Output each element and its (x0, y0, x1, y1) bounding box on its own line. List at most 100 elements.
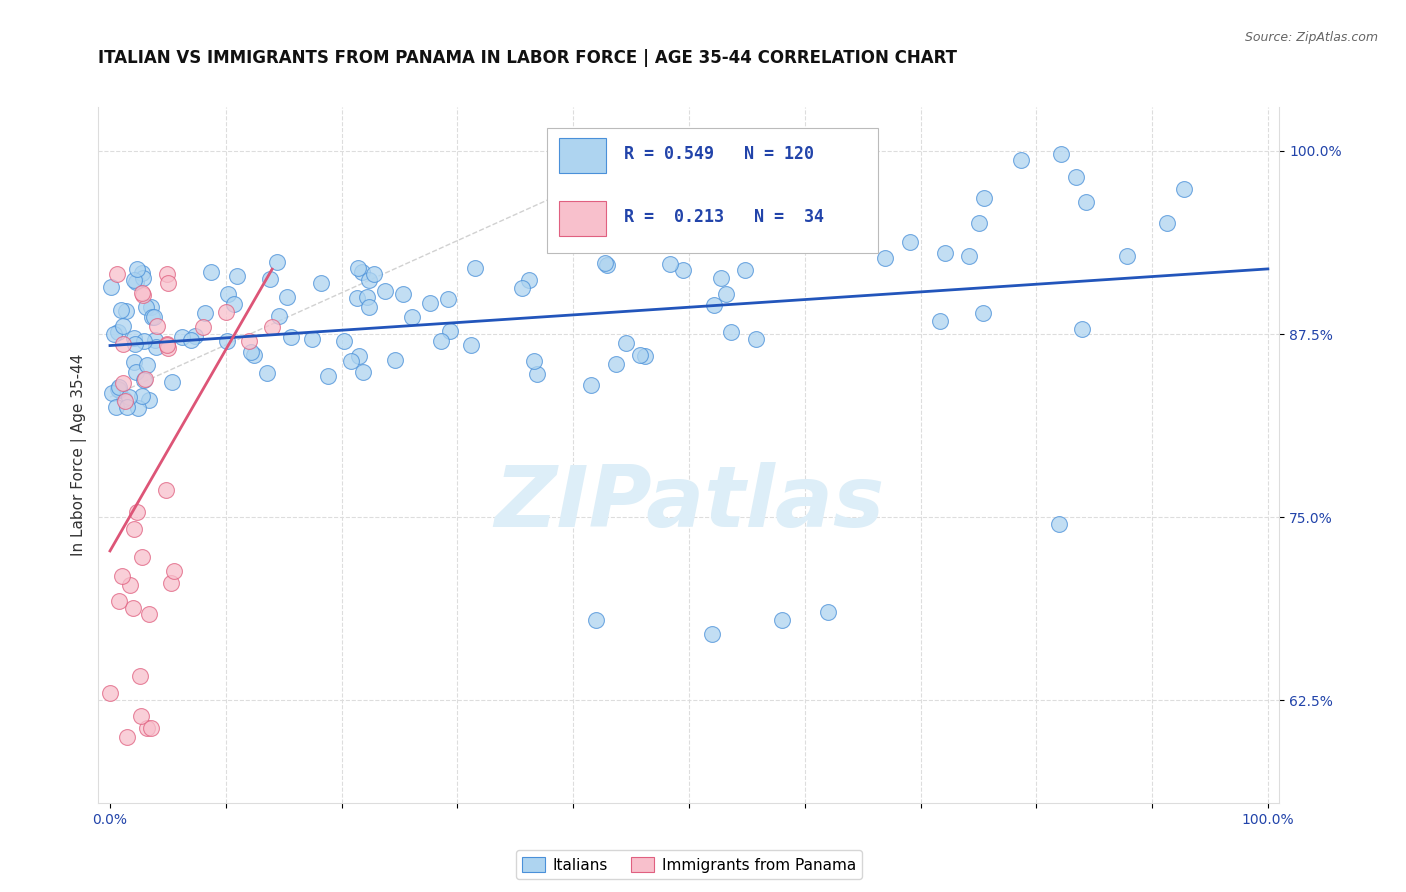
Point (332, 334, 354, 348)
Point (160, 576, 183, 591)
Point (131, 286, 153, 301)
Point (194, 306, 217, 320)
Point (710, 270, 733, 285)
Point (122, 273, 145, 287)
Point (131, 266, 153, 280)
Point (672, 262, 695, 277)
Point (134, 372, 156, 386)
Point (363, 267, 385, 281)
Point (384, 353, 406, 368)
Point (770, 613, 793, 627)
Point (156, 267, 179, 281)
Point (125, 261, 148, 276)
Point (266, 255, 288, 269)
Point (628, 348, 651, 362)
Point (262, 319, 284, 334)
Point (517, 273, 540, 287)
Point (973, 191, 995, 205)
Point (357, 301, 380, 315)
Point (898, 235, 921, 250)
Point (614, 336, 637, 351)
Point (374, 284, 396, 298)
Point (118, 390, 141, 404)
Point (115, 304, 138, 318)
Point (156, 276, 179, 290)
Text: R =  0.213   N =  34: R = 0.213 N = 34 (624, 208, 824, 226)
Point (280, 330, 302, 344)
Point (401, 310, 423, 324)
Point (1010, 153, 1032, 167)
Point (103, 327, 125, 342)
Point (131, 389, 153, 403)
Point (419, 296, 441, 310)
Text: R = 0.549   N = 120: R = 0.549 N = 120 (624, 145, 814, 163)
Point (352, 365, 374, 379)
Point (659, 257, 682, 271)
Point (738, 204, 761, 219)
Point (215, 305, 238, 319)
Point (526, 367, 548, 381)
Point (437, 292, 460, 306)
Point (259, 272, 281, 286)
Point (110, 302, 132, 317)
Point (155, 337, 177, 351)
Point (108, 593, 131, 607)
Point (359, 273, 381, 287)
Point (605, 357, 627, 371)
Legend: Italians, Immigrants from Panama: Italians, Immigrants from Panama (516, 850, 862, 879)
Point (356, 290, 378, 304)
Point (1173, 182, 1195, 196)
Point (439, 324, 461, 338)
FancyBboxPatch shape (547, 128, 877, 253)
Point (347, 349, 370, 363)
Point (1116, 249, 1139, 263)
Point (124, 365, 146, 379)
Point (243, 349, 266, 363)
Point (929, 314, 952, 328)
Point (122, 331, 145, 345)
Text: ITALIAN VS IMMIGRANTS FROM PANAMA IN LABOR FORCE | AGE 35-44 CORRELATION CHART: ITALIAN VS IMMIGRANTS FROM PANAMA IN LAB… (98, 49, 957, 67)
Point (125, 506, 148, 520)
Point (634, 349, 657, 363)
Point (595, 255, 617, 269)
Point (136, 358, 159, 372)
Point (115, 400, 138, 414)
Point (156, 338, 179, 352)
Point (138, 607, 160, 622)
Point (112, 392, 135, 406)
Point (957, 249, 980, 263)
Point (222, 297, 245, 311)
Point (131, 549, 153, 564)
Point (138, 392, 160, 407)
Point (1049, 517, 1071, 532)
Point (460, 338, 482, 352)
Point (804, 197, 827, 211)
Point (145, 340, 167, 354)
Point (129, 708, 152, 723)
Point (430, 334, 453, 348)
Point (969, 216, 991, 230)
Point (1156, 216, 1178, 230)
Point (841, 219, 863, 233)
Point (100, 280, 122, 294)
Point (163, 564, 186, 578)
Point (143, 310, 166, 324)
Point (720, 325, 742, 339)
Point (180, 333, 202, 347)
Point (347, 260, 370, 275)
Point (143, 333, 166, 347)
Point (309, 276, 332, 290)
Point (132, 288, 155, 302)
Point (112, 376, 135, 391)
Point (107, 325, 129, 339)
Point (122, 601, 145, 615)
Point (217, 286, 239, 301)
Point (523, 354, 546, 368)
Point (125, 275, 148, 289)
Point (146, 318, 169, 333)
Point (316, 369, 339, 384)
Point (122, 522, 145, 536)
Point (1064, 170, 1087, 185)
Point (105, 267, 128, 281)
Point (115, 730, 138, 744)
